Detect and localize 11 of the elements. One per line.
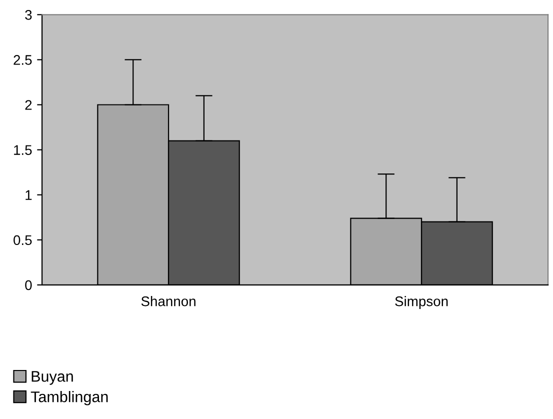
x-tick-label: Simpson — [395, 296, 448, 309]
legend-label: Buyan — [32, 371, 73, 385]
y-tick-label: 0 — [25, 280, 32, 290]
y-tick-label: 1.5 — [14, 145, 32, 155]
x-tick-label: Shannon — [141, 296, 196, 306]
y-tick-label: 3 — [25, 10, 32, 20]
legend-label: Tamblingan — [30, 391, 108, 406]
y-tick-label: 1 — [26, 190, 32, 200]
y-tick-label: 0.5 — [14, 235, 32, 246]
y-tick-label: 2 — [25, 100, 32, 110]
y-tick-label: 2.5 — [14, 55, 32, 65]
